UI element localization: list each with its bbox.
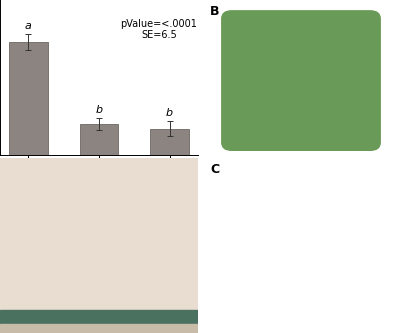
Text: pValue=<.0001
SE=6.5: pValue=<.0001 SE=6.5 (120, 19, 198, 40)
Text: C: C (210, 164, 219, 176)
FancyBboxPatch shape (222, 11, 380, 150)
Text: a: a (25, 21, 32, 31)
Bar (150, 129, 189, 155)
Text: b: b (96, 105, 102, 115)
Text: B: B (210, 5, 220, 18)
Bar (9, 42, 48, 155)
Bar (80, 124, 118, 155)
Bar (0, 324, 198, 333)
Bar (0, 310, 198, 324)
Text: b: b (166, 108, 173, 118)
